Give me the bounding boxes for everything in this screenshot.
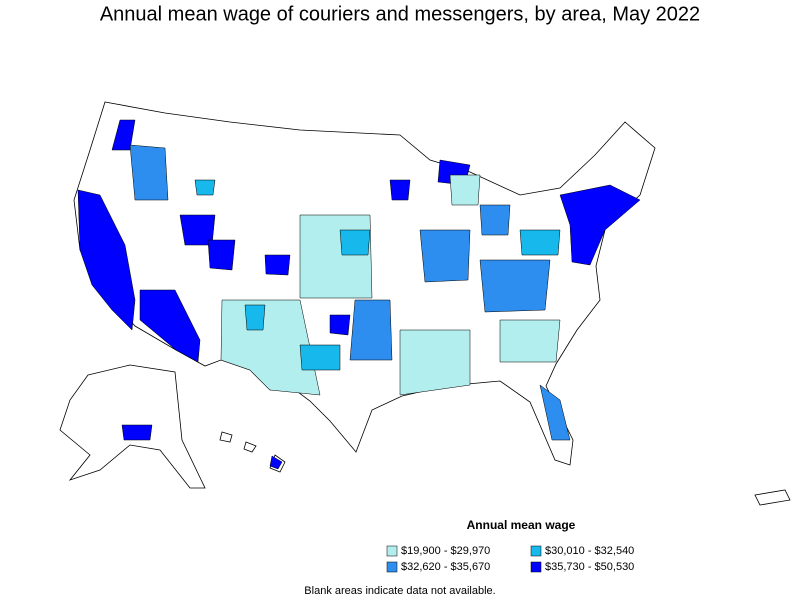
legend-label: $19,900 - $29,970 <box>401 545 490 557</box>
legend: $19,900 - $29,970 $32,620 - $35,670 $30,01… <box>386 545 634 573</box>
hawaii-island <box>219 431 233 443</box>
wage-area <box>339 229 371 256</box>
wage-area <box>499 319 561 363</box>
wage-area <box>519 229 561 256</box>
wage-area <box>269 455 283 470</box>
wage-area <box>299 344 341 371</box>
legend-title: Annual mean wage <box>467 518 576 532</box>
wage-area <box>399 329 471 396</box>
wage-areas <box>77 119 641 470</box>
wage-area <box>264 254 291 276</box>
wage-area <box>207 239 236 271</box>
legend-swatch <box>386 561 398 573</box>
wage-area <box>220 299 321 396</box>
wage-area <box>479 204 511 236</box>
wage-area <box>129 144 169 201</box>
legend-label: $30,010 - $32,540 <box>545 545 634 557</box>
legend-swatch <box>530 545 542 557</box>
footnote: Blank areas indicate data not available. <box>304 585 495 597</box>
puerto-rico <box>754 489 791 506</box>
wage-area <box>449 174 481 206</box>
legend-label: $35,730 - $50,530 <box>545 561 634 573</box>
hawaii-island <box>243 441 257 453</box>
wage-area <box>77 189 136 331</box>
map-title: Annual mean wage of couriers and messeng… <box>100 3 700 25</box>
legend-label: $32,620 - $35,670 <box>401 561 490 573</box>
wage-area <box>559 184 641 266</box>
wage-area <box>389 179 411 201</box>
legend-swatch <box>386 545 398 557</box>
wage-area <box>194 179 216 196</box>
wage-area <box>244 304 266 331</box>
wage-area <box>121 424 153 441</box>
wage-area <box>299 214 373 299</box>
wage-area <box>139 289 201 363</box>
wage-area <box>349 299 393 361</box>
wage-area <box>419 229 471 283</box>
wage-area <box>329 314 351 336</box>
wage-area <box>479 259 551 313</box>
wage-area <box>111 119 136 151</box>
legend-swatch <box>530 561 542 573</box>
wage-area <box>539 384 571 441</box>
map <box>59 101 791 506</box>
